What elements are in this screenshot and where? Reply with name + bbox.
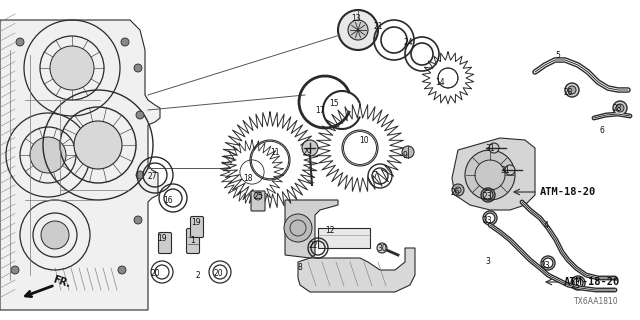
- Text: 16: 16: [163, 196, 173, 204]
- Text: 20: 20: [213, 269, 223, 278]
- Text: 22: 22: [308, 241, 317, 250]
- Text: 19: 19: [157, 234, 167, 243]
- Circle shape: [284, 214, 312, 242]
- Text: FR.: FR.: [52, 275, 72, 290]
- Text: ATM-18-20: ATM-18-20: [564, 277, 620, 287]
- Text: 5: 5: [556, 51, 561, 60]
- Text: 23: 23: [482, 191, 492, 201]
- Text: 14: 14: [435, 77, 445, 86]
- Text: 11: 11: [270, 148, 280, 156]
- Text: 18: 18: [243, 173, 253, 182]
- Text: 21: 21: [373, 21, 383, 30]
- Circle shape: [136, 111, 144, 119]
- Polygon shape: [452, 138, 535, 210]
- Text: 12: 12: [325, 226, 335, 235]
- Text: 3: 3: [486, 258, 490, 267]
- Circle shape: [377, 243, 387, 253]
- Circle shape: [41, 221, 69, 249]
- Text: 28: 28: [612, 103, 621, 113]
- Text: 23: 23: [540, 260, 550, 269]
- Text: 15: 15: [329, 99, 339, 108]
- Text: 4: 4: [543, 220, 548, 229]
- Text: 24: 24: [403, 37, 413, 46]
- Circle shape: [565, 83, 579, 97]
- Circle shape: [452, 184, 464, 196]
- Circle shape: [302, 140, 318, 156]
- Text: 29: 29: [302, 148, 312, 156]
- Circle shape: [616, 104, 624, 112]
- Circle shape: [348, 20, 368, 40]
- Text: 31: 31: [500, 165, 510, 174]
- Text: 30: 30: [377, 244, 387, 252]
- Polygon shape: [285, 200, 338, 258]
- Text: TX6AA1810: TX6AA1810: [573, 298, 618, 307]
- Circle shape: [402, 146, 414, 158]
- Text: 23: 23: [570, 281, 580, 290]
- Circle shape: [134, 64, 142, 72]
- Circle shape: [136, 171, 144, 179]
- Text: 2: 2: [196, 270, 200, 279]
- Text: 20: 20: [150, 269, 160, 278]
- Text: 8: 8: [298, 263, 302, 273]
- Circle shape: [568, 86, 576, 94]
- Text: 13: 13: [351, 13, 361, 22]
- Text: 1: 1: [191, 236, 195, 244]
- Circle shape: [465, 150, 515, 200]
- Text: 25: 25: [253, 191, 263, 201]
- Text: 19: 19: [191, 218, 201, 227]
- Circle shape: [118, 266, 126, 274]
- Polygon shape: [298, 248, 415, 292]
- Circle shape: [489, 143, 499, 153]
- FancyBboxPatch shape: [191, 217, 204, 237]
- Circle shape: [613, 101, 627, 115]
- Polygon shape: [318, 228, 370, 248]
- Circle shape: [505, 165, 515, 175]
- Polygon shape: [0, 20, 160, 310]
- Circle shape: [121, 38, 129, 46]
- Circle shape: [16, 38, 24, 46]
- Text: 6: 6: [600, 125, 604, 134]
- Text: 9: 9: [403, 150, 408, 159]
- Circle shape: [338, 10, 378, 50]
- Text: ATM-18-20: ATM-18-20: [540, 187, 596, 197]
- Circle shape: [254, 192, 262, 200]
- FancyBboxPatch shape: [251, 191, 265, 211]
- Circle shape: [50, 46, 94, 90]
- Text: 17: 17: [315, 106, 325, 115]
- Text: 31: 31: [485, 143, 495, 153]
- Circle shape: [11, 266, 19, 274]
- Circle shape: [30, 137, 66, 173]
- Text: 28: 28: [563, 87, 573, 97]
- Text: 26: 26: [450, 188, 460, 196]
- FancyBboxPatch shape: [159, 233, 172, 253]
- Text: 7: 7: [372, 171, 378, 180]
- Circle shape: [74, 121, 122, 169]
- Text: 27: 27: [147, 172, 157, 180]
- Text: 10: 10: [359, 135, 369, 145]
- FancyBboxPatch shape: [186, 228, 200, 253]
- Text: 23: 23: [482, 215, 492, 225]
- Circle shape: [134, 216, 142, 224]
